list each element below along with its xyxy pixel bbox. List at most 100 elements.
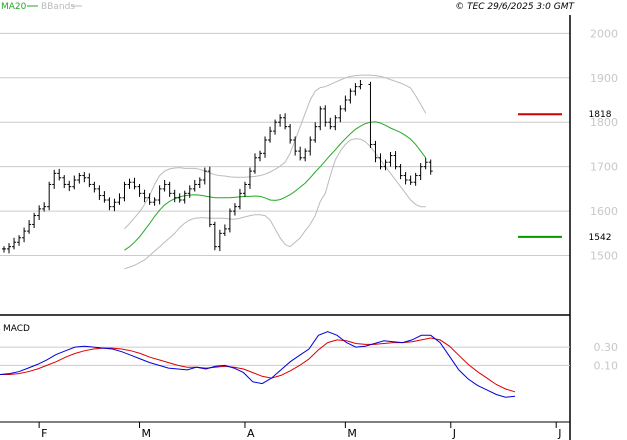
price-bar [338, 105, 343, 123]
price-bar [318, 106, 323, 131]
price-bar [303, 148, 308, 162]
x-tick-label: J [557, 427, 561, 440]
price-y-tick-label: 1900 [590, 72, 618, 85]
price-bar [37, 205, 42, 220]
price-bar [313, 122, 318, 143]
price-bar [418, 163, 423, 180]
price-bar [373, 140, 378, 163]
price-bar [12, 237, 17, 250]
price-bar [408, 175, 413, 185]
price-bar [217, 229, 222, 252]
price-bar [77, 172, 82, 184]
macd-main-line [0, 331, 516, 398]
price-bar [137, 184, 142, 197]
price-bar [298, 146, 303, 161]
price-bar [263, 136, 268, 158]
price-bar [182, 190, 187, 204]
price-bar [378, 153, 383, 170]
price-bar [17, 235, 22, 246]
price-bar [87, 173, 92, 188]
price-bar [398, 164, 403, 180]
x-tick-label: F [41, 427, 47, 440]
legend: MA20 BBands [1, 2, 82, 12]
price-bar [32, 212, 37, 228]
price-bar [52, 169, 57, 189]
copyright-notice: © TEC 29/6/2025 3:0 GMT [455, 2, 575, 12]
price-bar [237, 188, 242, 210]
price-bar [212, 221, 217, 251]
legend-ma20-label: MA20 [1, 2, 27, 12]
price-bar [127, 178, 132, 189]
price-bar [258, 150, 263, 162]
x-tick-label: J [452, 427, 456, 440]
price-bar [112, 198, 117, 212]
price-bar [383, 159, 388, 171]
price-bar [97, 185, 102, 200]
price-bar [293, 136, 298, 156]
price-bar [162, 180, 167, 192]
legend-bbands-label: BBands [41, 2, 75, 12]
price-bar [268, 126, 273, 143]
price-bar [353, 83, 358, 96]
price-bar [207, 166, 212, 228]
macd-signal-line [0, 337, 516, 393]
price-bar [187, 185, 192, 198]
price-bar [147, 193, 152, 205]
price-bar [7, 243, 12, 254]
price-bar [323, 105, 328, 127]
macd-y-axis: 0.30 0.10 [594, 341, 619, 372]
macd-panel-title: MACD [3, 324, 30, 334]
price-bar [102, 191, 107, 203]
macd-lines [0, 331, 516, 398]
price-bar [92, 181, 97, 193]
price-y-tick-label: 1500 [590, 250, 618, 263]
price-bar [273, 119, 278, 135]
price-bar [388, 152, 393, 167]
price-bar [22, 227, 27, 243]
price-bar [247, 167, 252, 189]
price-bar [358, 80, 363, 90]
price-bar [227, 208, 232, 233]
price-bar [242, 181, 247, 197]
macd-y-tick-label: 0.10 [594, 359, 619, 372]
price-y-tick-label: 1800 [590, 116, 618, 129]
price-bar [423, 157, 428, 170]
price-bar [253, 153, 257, 174]
price-bar [47, 181, 52, 211]
price-bar [72, 175, 77, 190]
price-bar [122, 181, 127, 202]
price-bar [67, 180, 72, 192]
x-tick-label: A [247, 427, 255, 440]
price-bar [167, 181, 172, 197]
price-bar [283, 113, 288, 130]
price-bar [413, 172, 418, 186]
price-bar [202, 167, 207, 185]
price-bar [142, 189, 147, 203]
price-bar [157, 185, 162, 205]
price-bar [278, 114, 283, 127]
price-y-tick-label: 1700 [590, 161, 618, 174]
price-bar [348, 88, 353, 104]
price-bar [197, 177, 202, 188]
price-bar [2, 246, 6, 253]
price-bar [172, 189, 177, 203]
price-bar [222, 224, 227, 236]
price-bar [288, 124, 293, 144]
resistance-label: 1818 [589, 110, 612, 120]
price-bar [117, 193, 122, 205]
price-bar [393, 151, 398, 170]
price-bar [177, 193, 182, 203]
price-bar [107, 197, 112, 211]
price-bar [192, 180, 197, 192]
price-bar [428, 159, 433, 175]
price-levels: 1818 1542 [518, 110, 612, 243]
price-y-tick-label: 2000 [590, 27, 618, 40]
price-bar [152, 197, 157, 206]
price-bar [403, 172, 408, 185]
bband-upper-line [124, 74, 427, 230]
price-bar [333, 115, 338, 131]
price-bar [27, 220, 32, 234]
